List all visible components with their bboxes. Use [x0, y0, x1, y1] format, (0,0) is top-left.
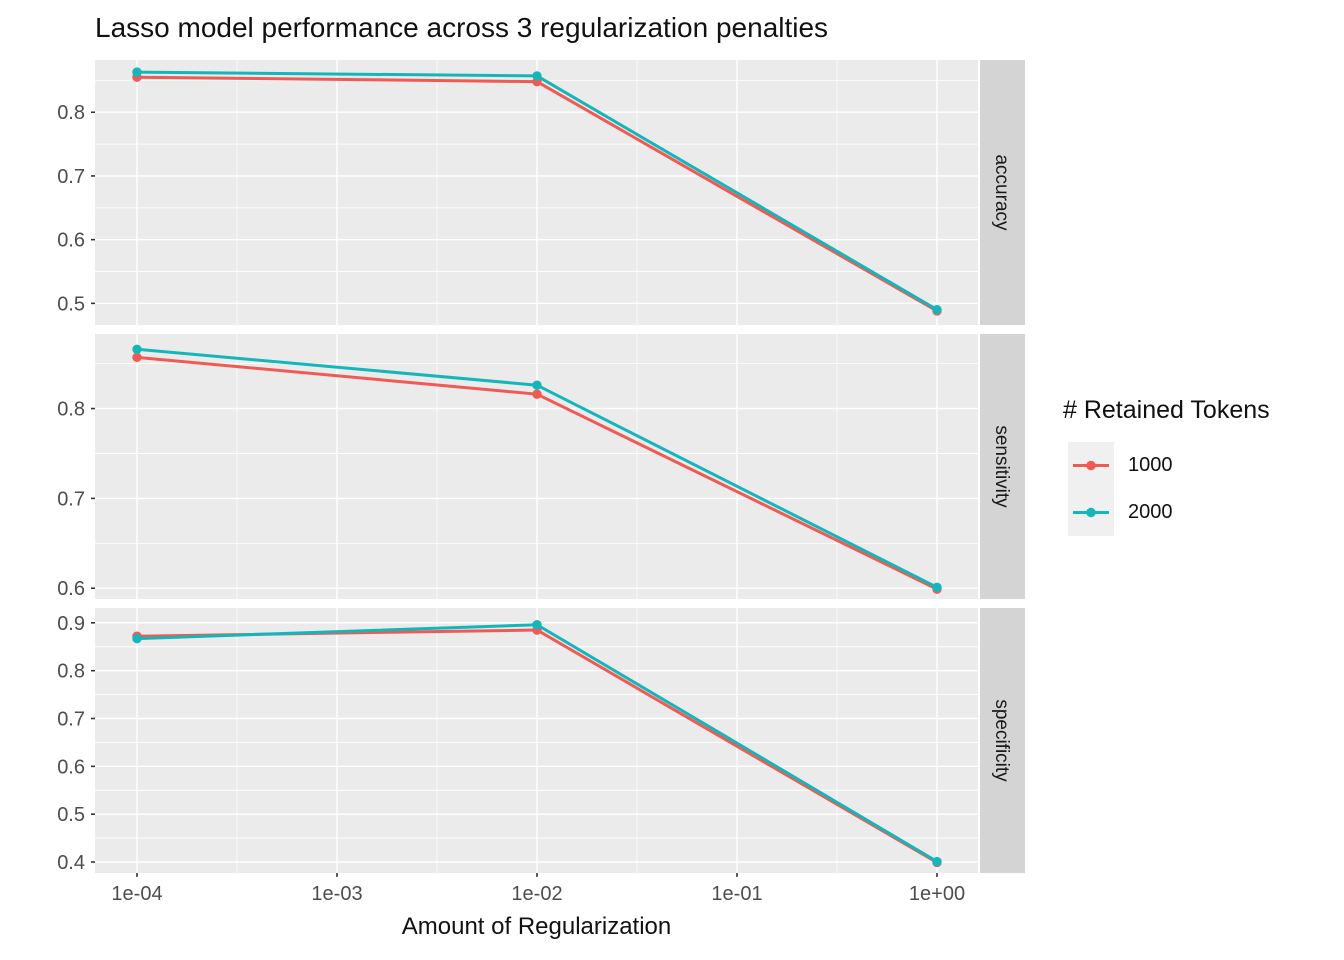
chart-title: Lasso model performance across 3 regular…: [95, 12, 829, 43]
facet-strip-label: accuracy: [991, 154, 1012, 231]
facet-specificity: 0.4 0.5 0.6 0.7 0.8 0.9 specificity: [57, 608, 1025, 874]
y-tick-label: 0.8: [57, 661, 85, 683]
legend-title: # Retained Tokens: [1063, 396, 1270, 424]
point-series-2000: [132, 633, 142, 644]
legend-key: [1068, 489, 1114, 536]
y-tick-label: 0.5: [57, 804, 85, 826]
legend-entry-2000: 2000: [1068, 489, 1270, 536]
y-tick-label: 0.6: [57, 756, 85, 778]
point-series-1000: [132, 352, 142, 363]
legend-swatch-line-icon: [1073, 507, 1109, 518]
y-tick-label: 0.7: [57, 488, 85, 510]
legend: # Retained Tokens 1000 2000: [1063, 396, 1270, 536]
y-tick-label: 0.6: [57, 578, 85, 600]
legend-swatch-line-icon: [1073, 460, 1109, 471]
y-tick-label: 0.7: [57, 166, 85, 188]
point-series-2000: [132, 344, 142, 354]
x-tick-label: 1e-01: [711, 883, 762, 905]
x-tick-label: 1e-02: [511, 883, 562, 905]
facet-strip: [980, 334, 1025, 599]
legend-label: 2000: [1128, 501, 1173, 523]
y-tick-label: 0.6: [57, 230, 85, 252]
facet-accuracy: 0.5 0.6 0.7 0.8 accuracy: [57, 60, 1025, 325]
x-tick-label: 1e+00: [909, 883, 965, 905]
y-tick-label: 0.9: [57, 613, 85, 635]
point-series-2000: [532, 71, 542, 81]
y-tick-label: 0.8: [57, 102, 85, 124]
legend-entry-1000: 1000: [1068, 442, 1270, 489]
point-series-2000: [932, 856, 942, 867]
legend-key: [1068, 442, 1114, 489]
facet-strip: [980, 60, 1025, 325]
x-tick-label: 1e-03: [311, 883, 362, 905]
y-tick-label: 0.7: [57, 708, 85, 730]
point-series-2000: [532, 620, 542, 630]
facet-strip-label: sensitivity: [991, 425, 1012, 508]
legend-label: 1000: [1128, 454, 1173, 476]
legend-entries: 1000 2000: [1068, 442, 1270, 536]
x-axis-title: Amount of Regularization: [401, 913, 672, 940]
y-tick-label: 0.4: [57, 852, 85, 874]
y-tick-label: 0.8: [57, 399, 85, 421]
point-series-2000: [132, 67, 142, 77]
point-series-2000: [932, 305, 942, 315]
point-series-2000: [932, 582, 942, 593]
point-series-1000: [532, 389, 542, 399]
facet-strip: [980, 608, 1025, 873]
facet-strip-label: specificity: [991, 699, 1012, 782]
y-tick-label: 0.5: [57, 293, 85, 315]
point-series-2000: [532, 380, 542, 390]
x-tick-label: 1e-04: [111, 883, 162, 905]
facet-sensitivity: 0.6 0.7 0.8 sensitivity: [57, 334, 1025, 600]
